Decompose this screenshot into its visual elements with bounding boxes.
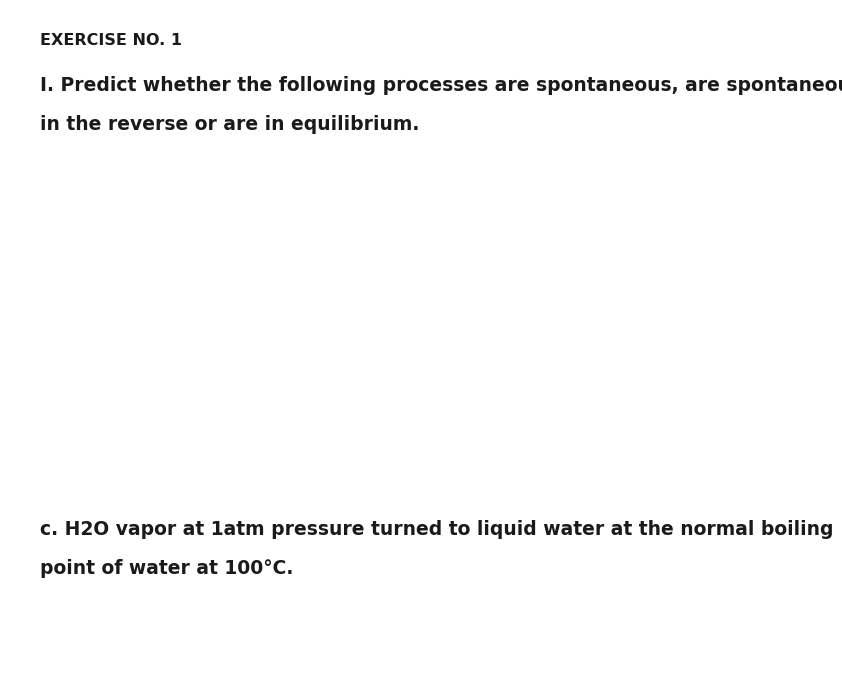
Text: point of water at 100°C.: point of water at 100°C. xyxy=(40,559,294,578)
Text: I. Predict whether the following processes are spontaneous, are spontaneous: I. Predict whether the following process… xyxy=(40,76,842,96)
Text: c. H2O vapor at 1atm pressure turned to liquid water at the normal boiling: c. H2O vapor at 1atm pressure turned to … xyxy=(40,520,834,539)
Text: EXERCISE NO. 1: EXERCISE NO. 1 xyxy=(40,33,183,48)
Text: in the reverse or are in equilibrium.: in the reverse or are in equilibrium. xyxy=(40,115,420,134)
